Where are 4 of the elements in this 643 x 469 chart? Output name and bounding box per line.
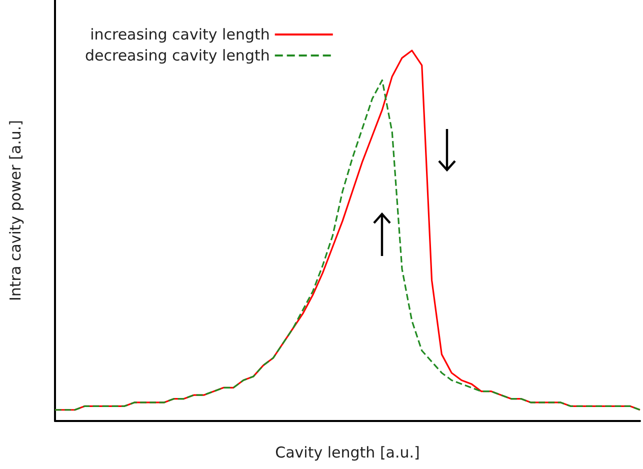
- y-axis-title: Intra cavity power [a.u.]: [6, 120, 24, 302]
- legend-label: decreasing cavity length: [84, 46, 270, 64]
- legend-label: increasing cavity length: [90, 26, 270, 44]
- x-axis-title: Cavity length [a.u.]: [275, 444, 420, 462]
